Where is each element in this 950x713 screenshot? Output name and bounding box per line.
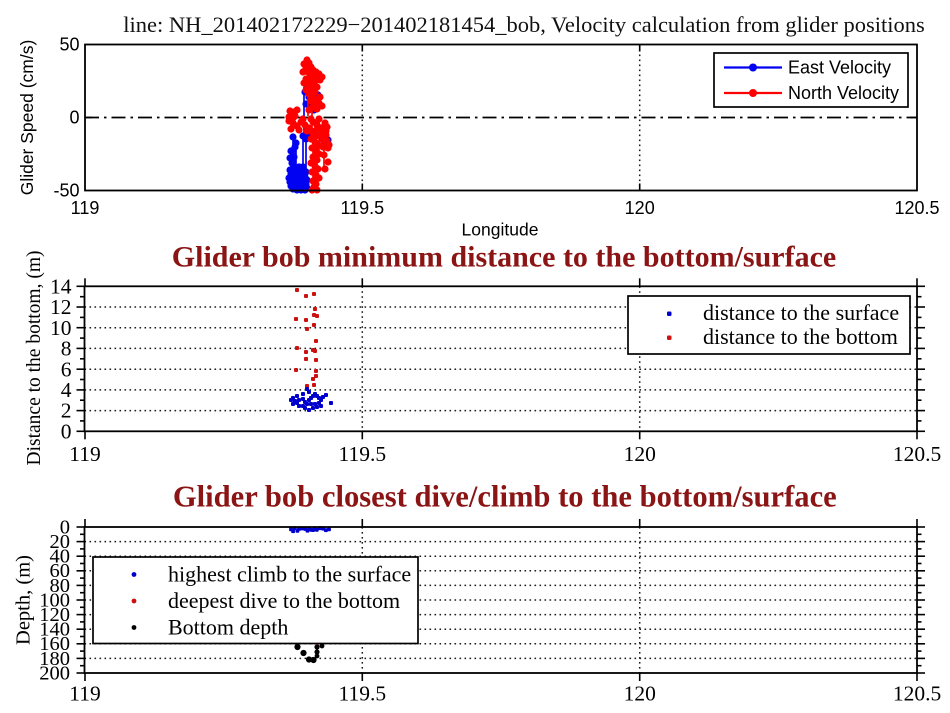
svg-text:160: 160 bbox=[39, 633, 70, 655]
svg-text:119: 119 bbox=[69, 682, 100, 706]
svg-text:100: 100 bbox=[39, 589, 70, 611]
svg-text:120: 120 bbox=[624, 682, 656, 706]
svg-text:120: 120 bbox=[39, 604, 70, 626]
svg-text:200: 200 bbox=[39, 662, 70, 684]
svg-text:40: 40 bbox=[50, 546, 71, 568]
svg-text:-50: -50 bbox=[53, 181, 79, 201]
svg-text:deepest dive to the bottom: deepest dive to the bottom bbox=[168, 588, 400, 613]
svg-text:119.5: 119.5 bbox=[339, 442, 387, 466]
svg-text:120.5: 120.5 bbox=[893, 682, 941, 706]
svg-text:10: 10 bbox=[50, 316, 72, 340]
svg-text:Longitude: Longitude bbox=[462, 220, 539, 240]
svg-text:highest climb to the surface: highest climb to the surface bbox=[168, 562, 411, 587]
svg-text:8: 8 bbox=[61, 337, 72, 361]
svg-text:120: 120 bbox=[625, 198, 655, 218]
svg-text:0: 0 bbox=[60, 516, 70, 538]
svg-text:14: 14 bbox=[50, 274, 72, 298]
svg-text:Glider bob closest dive/climb: Glider bob closest dive/climb to the bot… bbox=[173, 480, 837, 514]
svg-text:120.5: 120.5 bbox=[893, 442, 941, 466]
svg-text:140: 140 bbox=[39, 619, 70, 641]
svg-text:119: 119 bbox=[71, 198, 100, 218]
svg-text:80: 80 bbox=[50, 575, 71, 597]
svg-text:120: 120 bbox=[624, 442, 656, 466]
svg-text:0: 0 bbox=[69, 108, 79, 128]
svg-text:North Velocity: North Velocity bbox=[788, 83, 899, 103]
svg-text:119.5: 119.5 bbox=[340, 198, 384, 218]
svg-text:180: 180 bbox=[39, 648, 70, 670]
svg-text:6: 6 bbox=[61, 357, 72, 381]
svg-text:Distance to the bottom, (m): Distance to the bottom, (m) bbox=[24, 251, 45, 466]
svg-text:119: 119 bbox=[69, 442, 100, 466]
svg-text:Glider Speed (cm/s): Glider Speed (cm/s) bbox=[17, 40, 37, 196]
svg-text:50: 50 bbox=[59, 35, 79, 55]
svg-text:119.5: 119.5 bbox=[339, 682, 387, 706]
svg-text:Glider bob minimum distance to: Glider bob minimum distance to the botto… bbox=[172, 241, 836, 274]
svg-text:line: NH_201402172229−20140218: line: NH_201402172229−201402181454_bob, … bbox=[123, 12, 925, 37]
svg-text:60: 60 bbox=[50, 560, 71, 582]
svg-text:120.5: 120.5 bbox=[894, 198, 939, 218]
svg-text:distance to the bottom: distance to the bottom bbox=[703, 324, 898, 349]
svg-text:12: 12 bbox=[50, 295, 72, 319]
svg-text:Depth, (m): Depth, (m) bbox=[13, 555, 35, 645]
svg-text:20: 20 bbox=[50, 531, 71, 553]
svg-text:2: 2 bbox=[61, 399, 72, 423]
svg-text:East Velocity: East Velocity bbox=[788, 58, 891, 78]
svg-text:Bottom depth: Bottom depth bbox=[168, 615, 288, 640]
svg-text:4: 4 bbox=[61, 378, 72, 402]
svg-text:0: 0 bbox=[61, 419, 72, 443]
svg-text:distance to the surface: distance to the surface bbox=[703, 300, 899, 325]
